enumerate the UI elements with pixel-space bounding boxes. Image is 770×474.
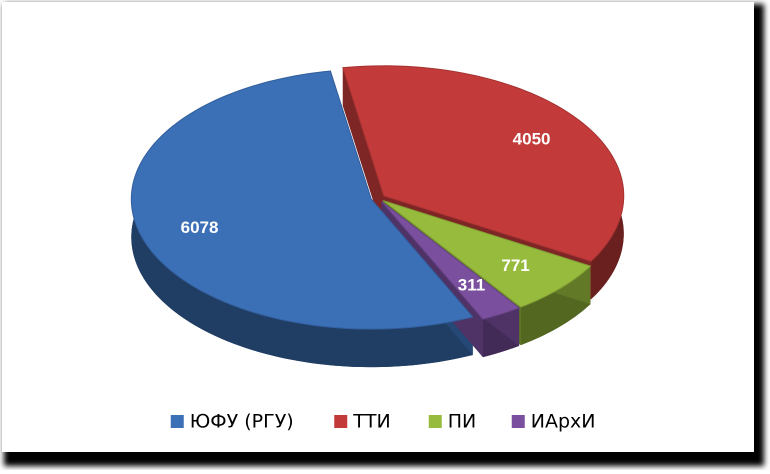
value-label: 4050 bbox=[513, 130, 551, 149]
legend-label: ЮФУ (РГУ) bbox=[190, 411, 294, 433]
slice bbox=[342, 65, 625, 262]
legend: ЮФУ (РГУ) ТТИ ПИ ИАрхИ bbox=[170, 411, 596, 433]
legend-swatch bbox=[511, 415, 525, 428]
legend-swatch bbox=[170, 415, 184, 428]
value-label: 6078 bbox=[181, 218, 219, 237]
slice bbox=[381, 200, 521, 320]
legend-swatch bbox=[334, 415, 348, 428]
pie-tops bbox=[130, 65, 625, 330]
slice bbox=[382, 200, 592, 308]
legend-label: ИАрхИ bbox=[531, 411, 596, 433]
legend-label: ПИ bbox=[448, 411, 477, 433]
value-label: 311 bbox=[458, 275, 485, 294]
value-label: 771 bbox=[501, 256, 529, 275]
legend-swatch bbox=[428, 415, 442, 428]
slice-cut bbox=[342, 67, 384, 234]
slice-wall bbox=[131, 71, 473, 368]
legend-label: ТТИ bbox=[352, 411, 390, 433]
slice bbox=[130, 70, 474, 330]
value-labels: 6078 4050 771 311 bbox=[181, 130, 551, 295]
